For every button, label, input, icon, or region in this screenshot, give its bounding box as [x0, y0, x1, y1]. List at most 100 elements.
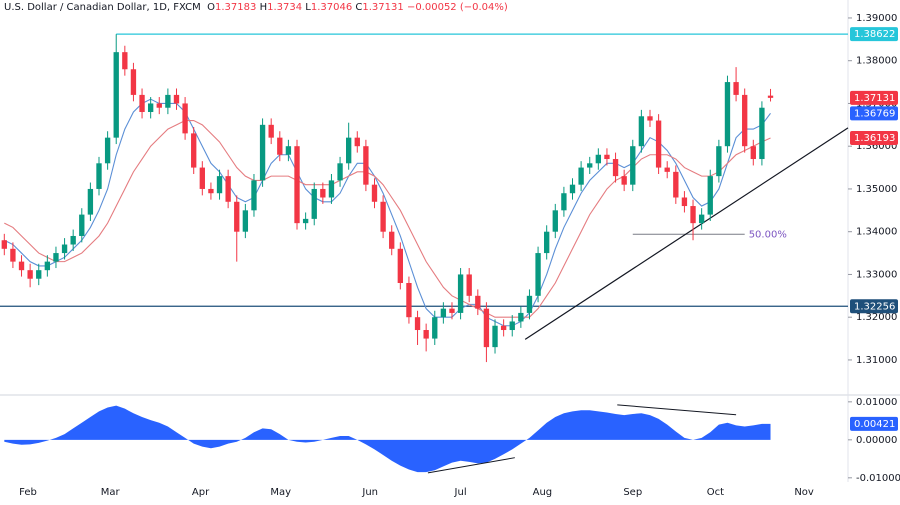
moving-average — [4, 120, 771, 318]
price-badge-label: 1.36769 — [854, 108, 895, 119]
price-badge-label: 1.36193 — [854, 133, 895, 144]
candle-body — [302, 218, 309, 224]
y-tick-label: 1.33000 — [856, 269, 897, 280]
candle-body — [440, 308, 447, 318]
fib-label: 50.00% — [749, 229, 787, 240]
x-tick-label: Nov — [794, 487, 814, 498]
candle-body — [414, 317, 421, 331]
candle-body — [268, 124, 274, 138]
candle-body — [96, 163, 102, 189]
candle-body — [182, 103, 188, 134]
oscillator-area — [4, 405, 771, 473]
candle-body — [483, 308, 490, 348]
candle-body — [397, 248, 403, 283]
candle-body — [587, 163, 593, 168]
price-badge — [850, 90, 898, 105]
ohlc-value: 1.37131 — [362, 2, 404, 13]
candle-body — [423, 330, 429, 339]
candle-body — [259, 124, 266, 181]
candle-body — [595, 154, 602, 164]
candle-body — [690, 206, 696, 224]
candle-body — [681, 197, 688, 207]
candle-body — [733, 82, 739, 95]
ohlc-value: 1.3734 — [267, 2, 303, 13]
candle-body — [294, 146, 300, 224]
candle-body — [191, 133, 197, 168]
candle-body — [724, 82, 731, 147]
moving-average — [4, 98, 771, 327]
candle-body — [337, 163, 343, 181]
candle-body — [61, 244, 68, 254]
x-tick-label: Aug — [533, 487, 553, 498]
candle-body — [716, 146, 722, 177]
candle-body — [500, 325, 507, 331]
candle-body — [354, 137, 360, 147]
candle-body — [518, 312, 524, 322]
y-tick-label: 1.35000 — [856, 184, 897, 195]
candle-body — [363, 146, 369, 185]
candle-body — [526, 295, 533, 313]
candle-body — [18, 261, 25, 271]
price-badge — [850, 27, 898, 42]
candle-body — [767, 95, 774, 98]
candle-body — [371, 184, 378, 202]
candle-body — [251, 180, 257, 211]
candle-body — [36, 270, 42, 279]
ohlc-letter: L — [305, 2, 311, 13]
divergence-line — [617, 404, 737, 416]
price-badge-label: 0.00421 — [854, 419, 895, 430]
candle-body — [87, 188, 94, 215]
ohlc-value: 1.37046 — [310, 2, 353, 13]
y-tick-label: 1.32000 — [856, 312, 897, 323]
candle-body — [655, 120, 662, 168]
candle-body — [535, 253, 541, 296]
x-tick-label: May — [270, 487, 291, 498]
candle-body — [449, 308, 455, 313]
candle-body — [569, 184, 576, 194]
price-badge — [850, 416, 898, 431]
candle-body — [1, 240, 7, 249]
candle-body — [673, 171, 679, 198]
candle-body — [27, 270, 33, 279]
candle-body — [432, 317, 438, 339]
candle-body — [638, 116, 645, 147]
candle-body — [173, 94, 180, 104]
candle-body — [165, 94, 171, 108]
candle-body — [285, 146, 292, 155]
candle-body — [277, 137, 283, 155]
candle-body — [242, 210, 249, 232]
x-tick-label: Oct — [707, 487, 724, 498]
ohlc-letter: H — [259, 2, 268, 13]
price-badge-label: 1.38622 — [854, 29, 895, 40]
x-tick-label: Feb — [19, 487, 37, 498]
candle-body — [156, 103, 162, 108]
candle-body — [122, 52, 128, 70]
candle-body — [147, 103, 154, 113]
candle-body — [552, 210, 558, 232]
y-tick-label: 1.31000 — [856, 355, 897, 366]
y-tick-label: 1.34000 — [856, 227, 897, 238]
candle-body — [10, 248, 16, 262]
candle-body — [130, 69, 137, 95]
price-badge — [850, 130, 898, 145]
ohlc-value: 1.37183 — [215, 2, 257, 13]
candle-body — [475, 295, 481, 309]
candle-body — [208, 188, 214, 194]
candle-body — [320, 188, 326, 198]
divergence-line — [427, 457, 515, 474]
ohlc-letter: C — [355, 2, 363, 13]
candle-body — [492, 325, 498, 348]
candle-body — [604, 154, 610, 160]
x-tick-label: Jul — [454, 487, 467, 498]
price-badge — [850, 299, 898, 314]
candle-body — [328, 180, 335, 198]
x-tick-label: Apr — [192, 487, 210, 498]
candle-body — [380, 201, 386, 232]
osc-y-tick-label: 0.00000 — [856, 435, 897, 446]
candle-body — [113, 52, 119, 138]
y-tick-label: 1.36000 — [856, 141, 897, 152]
osc-y-tick-label: 0.01000 — [856, 397, 897, 408]
header: U.S. Dollar / Canadian Dollar, 1D, FXCM … — [4, 2, 508, 13]
trendline — [524, 127, 849, 340]
